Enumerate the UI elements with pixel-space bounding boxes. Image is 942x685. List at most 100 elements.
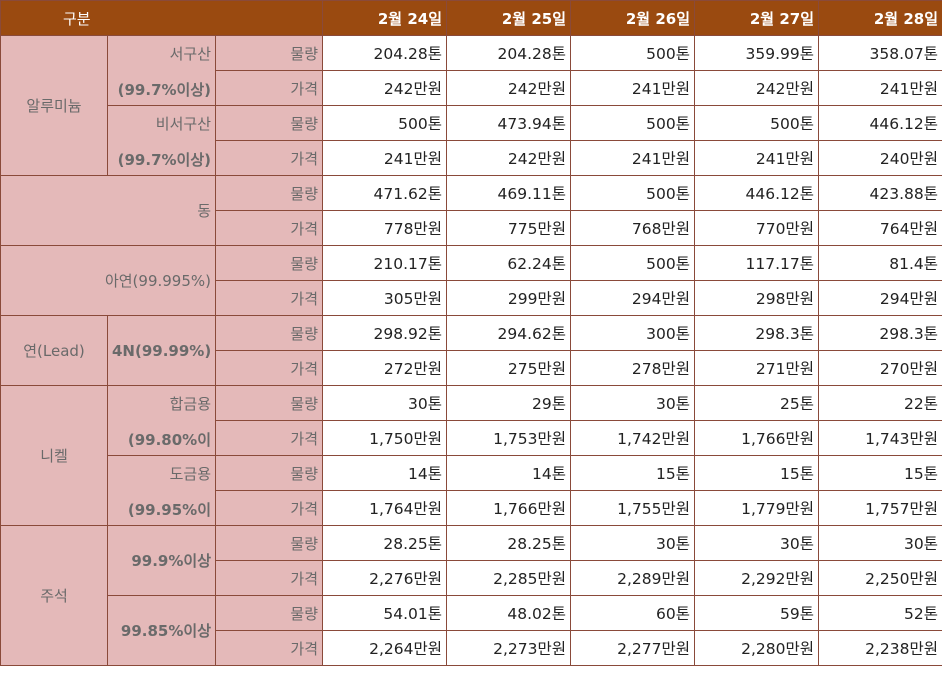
value-cell: 471.62톤	[322, 175, 448, 211]
sub-name: 비서구산	[155, 115, 211, 133]
table-row: 비서구산 (99.7%이상) 물량 500톤 473.94톤 500톤 500톤…	[1, 105, 942, 176]
value-cell: 204.28톤	[446, 35, 572, 71]
metric-volume: 물량	[214, 245, 324, 281]
subcategory-tin-999: 99.9%이상	[107, 525, 216, 596]
table-row: 가격 1,750만원 1,753만원 1,742만원 1,766만원 1,743…	[1, 420, 942, 456]
value-cell: 2,285만원	[446, 560, 572, 596]
value-cell: 305만원	[322, 280, 448, 316]
value-cell: 204.28톤	[322, 35, 448, 71]
value-cell: 1,757만원	[818, 490, 942, 526]
value-cell: 1,742만원	[570, 420, 696, 456]
sub-name: 도금용	[169, 465, 211, 483]
value-cell: 242만원	[446, 70, 572, 106]
metric-volume: 물량	[214, 315, 324, 351]
value-cell: 210.17톤	[322, 245, 448, 281]
price-table: 구분 2월 24일 2월 25일 2월 26일 2월 27일 2월 28일 알루…	[0, 0, 942, 666]
value-cell: 25톤	[694, 385, 820, 421]
value-cell: 2,276만원	[322, 560, 448, 596]
value-cell: 60톤	[570, 595, 696, 631]
metric-volume: 물량	[214, 525, 324, 561]
metric-price: 가격	[214, 630, 324, 666]
value-cell: 1,743만원	[818, 420, 942, 456]
value-cell: 2,277만원	[570, 630, 696, 666]
value-cell: 298.3톤	[818, 315, 942, 351]
value-cell: 54.01톤	[322, 595, 448, 631]
value-cell: 2,250만원	[818, 560, 942, 596]
sub-grade: (99.7%이상)	[117, 81, 211, 99]
value-cell: 28.25톤	[322, 525, 448, 561]
metric-price: 가격	[214, 560, 324, 596]
value-cell: 30톤	[818, 525, 942, 561]
value-cell: 242만원	[322, 70, 448, 106]
subcategory-aluminum-nonrussia: 비서구산 (99.7%이상)	[107, 105, 216, 176]
header-date: 2월 24일	[322, 0, 448, 36]
metric-volume: 물량	[214, 105, 324, 141]
metric-price: 가격	[214, 490, 324, 526]
value-cell: 1,766만원	[446, 490, 572, 526]
value-cell: 473.94톤	[446, 105, 572, 141]
header-date: 2월 27일	[694, 0, 820, 36]
value-cell: 48.02톤	[446, 595, 572, 631]
value-cell: 294.62톤	[446, 315, 572, 351]
value-cell: 2,289만원	[570, 560, 696, 596]
sub-grade: (99.80%이상)	[127, 431, 211, 449]
value-cell: 446.12톤	[694, 175, 820, 211]
value-cell: 30톤	[570, 385, 696, 421]
value-cell: 271만원	[694, 350, 820, 386]
value-cell: 778만원	[322, 210, 448, 246]
value-cell: 15톤	[570, 455, 696, 491]
table-row: 가격 305만원 299만원 294만원 298만원 294만원	[1, 280, 942, 316]
category-zinc: 아연(99.995%)	[0, 245, 216, 316]
value-cell: 241만원	[818, 70, 942, 106]
value-cell: 2,238만원	[818, 630, 942, 666]
value-cell: 1,750만원	[322, 420, 448, 456]
table-row: 가격 272만원 275만원 278만원 271만원 270만원	[1, 350, 942, 386]
value-cell: 117.17톤	[694, 245, 820, 281]
subcategory-tin-9985: 99.85%이상	[107, 595, 216, 666]
header-date: 2월 26일	[570, 0, 696, 36]
table-row: 가격 778만원 775만원 768만원 770만원 764만원	[1, 210, 942, 246]
value-cell: 358.07톤	[818, 35, 942, 71]
value-cell: 469.11톤	[446, 175, 572, 211]
table-row: 주석 99.9%이상 물량 28.25톤 28.25톤 30톤 30톤 30톤	[0, 525, 942, 666]
category-lead: 연(Lead)	[0, 315, 108, 386]
value-cell: 768만원	[570, 210, 696, 246]
metric-volume: 물량	[214, 595, 324, 631]
value-cell: 294만원	[818, 280, 942, 316]
category-tin: 주석	[0, 525, 108, 666]
sub-name: 서구산	[169, 45, 211, 63]
value-cell: 30톤	[570, 525, 696, 561]
value-cell: 1,755만원	[570, 490, 696, 526]
value-cell: 359.99톤	[694, 35, 820, 71]
sub-grade: (99.95%이상)	[127, 501, 211, 519]
value-cell: 446.12톤	[818, 105, 942, 141]
subcategory-aluminum-russia: 서구산 (99.7%이상)	[107, 35, 216, 106]
value-cell: 29톤	[446, 385, 572, 421]
table-row: 가격 242만원 242만원 241만원 242만원 241만원	[1, 70, 942, 106]
metric-price: 가격	[214, 70, 324, 106]
table-row: 가격 1,764만원 1,766만원 1,755만원 1,779만원 1,757…	[1, 490, 942, 526]
table-row: 니켈 합금용 (99.80%이상) 물량 30톤 29톤 30톤 25톤 22톤	[0, 385, 942, 526]
category-nickel: 니켈	[0, 385, 108, 526]
value-cell: 278만원	[570, 350, 696, 386]
value-cell: 30톤	[694, 525, 820, 561]
value-cell: 240만원	[818, 140, 942, 176]
value-cell: 764만원	[818, 210, 942, 246]
value-cell: 272만원	[322, 350, 448, 386]
value-cell: 1,766만원	[694, 420, 820, 456]
table-row: 도금용 (99.95%이상) 물량 14톤 14톤 15톤 15톤 15톤	[1, 455, 942, 526]
header-date: 2월 25일	[446, 0, 572, 36]
value-cell: 500톤	[322, 105, 448, 141]
value-cell: 298만원	[694, 280, 820, 316]
value-cell: 294만원	[570, 280, 696, 316]
header-date: 2월 28일	[818, 0, 942, 36]
metric-price: 가격	[214, 210, 324, 246]
metric-volume: 물량	[214, 35, 324, 71]
value-cell: 242만원	[446, 140, 572, 176]
value-cell: 500톤	[570, 245, 696, 281]
table-row: 동 물량 471.62톤 469.11톤 500톤 446.12톤 423.88…	[0, 175, 942, 246]
value-cell: 298.3톤	[694, 315, 820, 351]
table-row: 99.85%이상 물량 54.01톤 48.02톤 60톤 59톤 52톤	[1, 595, 942, 666]
value-cell: 299만원	[446, 280, 572, 316]
value-cell: 15톤	[694, 455, 820, 491]
